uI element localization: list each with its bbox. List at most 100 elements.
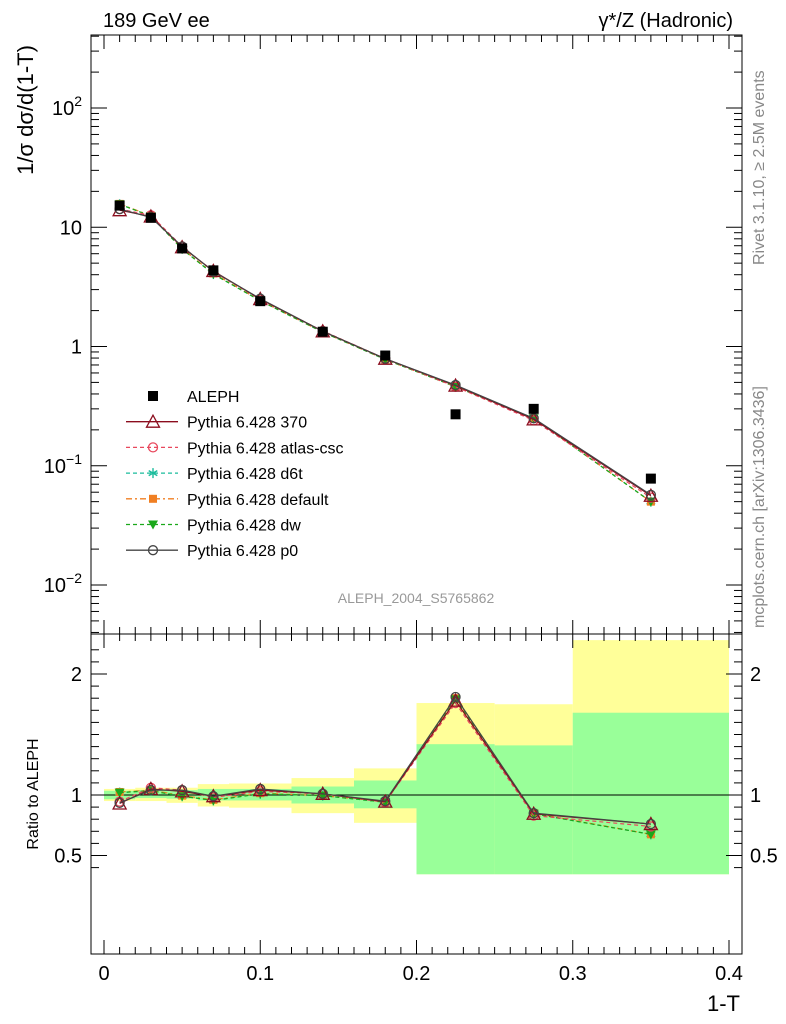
- aleph-data-point: [177, 243, 188, 254]
- main-y-axis-title: 1/σ dσ/d(1-T): [13, 45, 38, 175]
- series-point: [526, 411, 542, 426]
- legend-label: Pythia 6.428 370: [187, 415, 307, 432]
- main-y-tick-label: 10−1: [44, 451, 82, 478]
- series-line: [119, 208, 652, 496]
- ratio-series-line: [119, 697, 651, 835]
- legend-marker: [148, 391, 158, 401]
- aleph-data-point: [317, 326, 328, 337]
- x-tick-label: 0.1: [246, 963, 274, 985]
- ratio-series-point: [450, 691, 461, 703]
- ratio-series-line: [119, 701, 651, 828]
- ratio-series-point: [380, 795, 391, 807]
- ratio-series-point: [255, 783, 266, 795]
- legend-entry: Pythia 6.428 dw: [126, 518, 301, 535]
- legend-label: Pythia 6.428 p0: [187, 543, 298, 560]
- ratio-series-point: [114, 797, 125, 809]
- legend-marker: [148, 520, 158, 530]
- x-tick-label: 0.3: [559, 963, 587, 985]
- x-tick-label: 0: [98, 963, 109, 985]
- legend-marker: [149, 494, 157, 503]
- ratio-series-group: [112, 691, 659, 840]
- legend-label: Pythia 6.428 dw: [187, 518, 301, 535]
- legend: ALEPH Pythia 6.428 370 Pythia 6.428 atlas-…: [126, 389, 344, 560]
- ratio-y-tick-label-right: 1: [750, 785, 761, 807]
- ratio-y-axis-title: Ratio to ALEPH: [25, 738, 42, 849]
- series-point: [643, 487, 659, 502]
- x-tick-label: 0.2: [403, 963, 431, 985]
- ratio-y-tick-label-right: 0.5: [750, 846, 778, 868]
- aleph-data-point: [450, 409, 461, 420]
- ratio-series-point: [645, 818, 657, 830]
- mcplots-label: mcplots.cern.ch [arXiv:1306.3436]: [751, 386, 768, 628]
- tick-base: 10: [44, 575, 66, 597]
- series-point: [450, 379, 461, 391]
- legend-label: Pythia 6.428 d6t: [187, 466, 303, 483]
- tick-base: 10: [60, 217, 82, 239]
- header-right-label: γ*/Z (Hadronic): [599, 10, 733, 32]
- ratio-band-green: [572, 712, 729, 875]
- aleph-data-point: [255, 296, 266, 307]
- legend-label: Pythia 6.428 default: [187, 492, 329, 509]
- aleph-data-point: [645, 473, 656, 484]
- ratio-band-green: [416, 744, 495, 875]
- main-y-axis-ticks: [91, 35, 742, 633]
- ratio-y-tick-label: 0.5: [54, 846, 82, 868]
- main-y-tick-label: 10: [60, 217, 82, 239]
- main-plot-frame: [90, 34, 743, 635]
- tick-base: 10: [52, 98, 74, 120]
- aleph-data-point: [208, 265, 219, 276]
- legend-entry: Pythia 6.428 370: [126, 413, 307, 432]
- main-x-axis-ticks: [103, 35, 730, 634]
- star-stroke: [148, 469, 158, 477]
- legend-label: ALEPH: [187, 389, 239, 406]
- aleph-data-point: [145, 212, 156, 223]
- legend-entry: ALEPH: [148, 389, 239, 406]
- legend-marker: [145, 413, 161, 428]
- ratio-y-tick-label: 1: [71, 785, 82, 807]
- ratio-y-tick-label: 2: [71, 664, 82, 686]
- ratio-y-tick-label-right: 2: [750, 664, 761, 686]
- main-y-tick-label: 1: [71, 337, 82, 359]
- ratio-series-point: [145, 785, 157, 796]
- aleph-data-points: [114, 200, 656, 484]
- ratio-series-point: [645, 830, 656, 840]
- legend-entry: Pythia 6.428 default: [126, 492, 329, 509]
- rivet-version-label: Rivet 3.1.10, ≥ 2.5M events: [751, 70, 768, 265]
- analysis-watermark: ALEPH_2004_S5765862: [338, 590, 495, 606]
- main-y-tick-label: 102: [52, 93, 82, 120]
- ratio-series-point: [208, 791, 219, 802]
- header-left-label: 189 GeV ee: [103, 10, 210, 32]
- legend-entry: Pythia 6.428 d6t: [126, 466, 303, 483]
- tick-exponent: −1: [66, 451, 82, 467]
- ratio-axis-labels: 0.5 0.5 1 1 2 2 0 0.1 0.2 0.3 0.4: [54, 664, 778, 985]
- x-tick-label: 0.4: [715, 963, 743, 985]
- aleph-data-point: [528, 403, 539, 414]
- ratio-series-point: [317, 788, 328, 799]
- x-axis-title: 1-T: [707, 991, 740, 1016]
- ratio-axis-ticks: [91, 634, 742, 954]
- legend-marker: [147, 545, 159, 556]
- legend-marker: [147, 442, 159, 453]
- ratio-series-point: [528, 808, 539, 819]
- legend-entry: Pythia 6.428 p0: [126, 543, 298, 560]
- aleph-data-point: [380, 350, 391, 361]
- series-point: [447, 377, 464, 392]
- ratio-series-point: [112, 795, 128, 810]
- ratio-series-point: [114, 788, 125, 798]
- legend-marker: [148, 468, 158, 479]
- legend-entry: Pythia 6.428 atlas-csc: [126, 440, 344, 457]
- ratio-plot-panel: 0.5 0.5 1 1 2 2 0 0.1 0.2 0.3 0.4 Ratio to ALEPH 1…: [25, 633, 778, 1016]
- tick-exponent: −2: [66, 570, 82, 586]
- ratio-series-line: [119, 695, 651, 825]
- series-point: [645, 489, 657, 501]
- aleph-data-point: [114, 200, 125, 211]
- ratio-series-point: [176, 785, 188, 796]
- tick-exponent: 2: [74, 93, 82, 109]
- tick-base: 10: [44, 456, 66, 478]
- main-y-tick-label: 10−2: [44, 570, 82, 597]
- legend-label: Pythia 6.428 atlas-csc: [187, 440, 344, 457]
- tick-base: 1: [71, 337, 82, 359]
